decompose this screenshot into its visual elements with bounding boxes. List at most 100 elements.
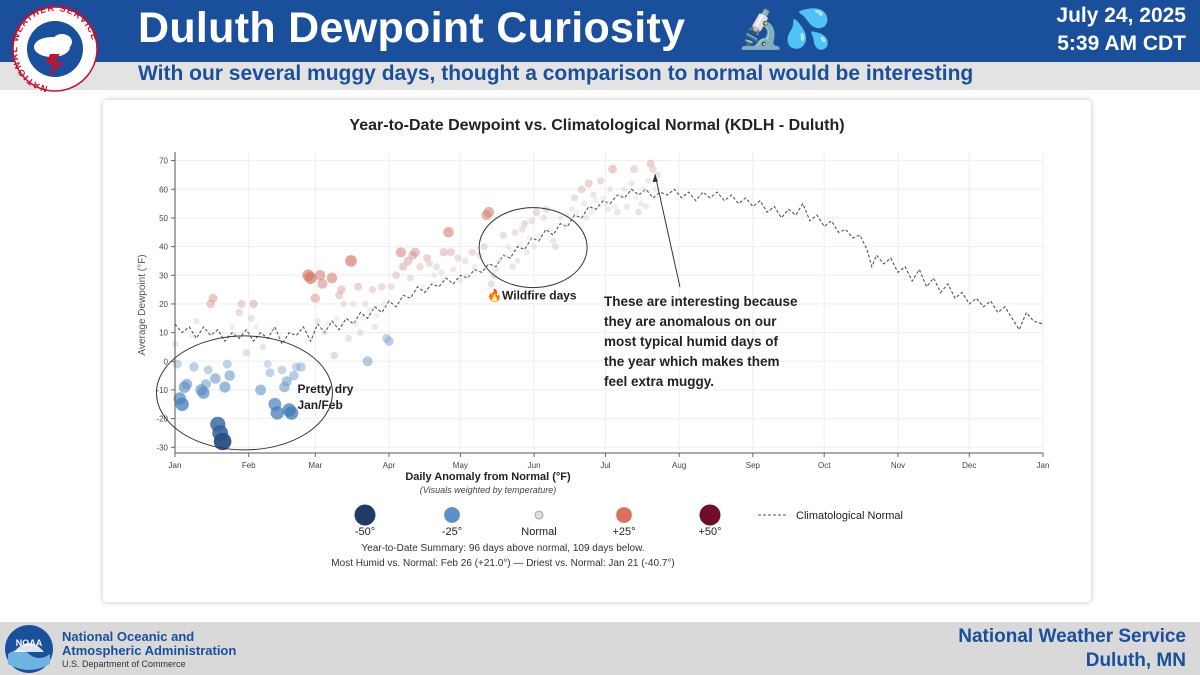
data-point xyxy=(337,285,346,294)
data-point xyxy=(410,247,420,257)
y-tick-label: -10 xyxy=(156,386,168,395)
data-point xyxy=(384,336,394,346)
data-point xyxy=(265,368,275,378)
data-point xyxy=(628,180,635,187)
data-point xyxy=(593,197,599,204)
data-point xyxy=(210,373,221,384)
muggy-annotation-line2: they are anomalous on our xyxy=(604,314,777,329)
header-bar xyxy=(0,0,1200,62)
noaa-logo-text: NOAA xyxy=(16,638,43,648)
muggy-annotation-line1: These are interesting because xyxy=(604,294,798,309)
legend-label: -25° xyxy=(442,526,462,538)
annotation-arrow xyxy=(654,174,681,288)
y-tick-label: -30 xyxy=(156,443,168,452)
x-tick-label: Apr xyxy=(383,461,396,470)
data-point xyxy=(480,243,488,251)
data-point xyxy=(550,237,557,244)
legend-normal-label: Climatological Normal xyxy=(796,510,903,522)
data-point xyxy=(189,362,199,372)
data-point xyxy=(633,195,639,201)
muggy-annotation-line4: the year which makes them xyxy=(604,354,780,369)
data-point xyxy=(454,254,462,262)
data-point xyxy=(499,231,507,239)
data-point xyxy=(197,386,210,399)
axes-layer: -30 -20 -10 0 10 20 30 40 50 60 70 Jan Feb Mar Apr May J… xyxy=(156,152,1049,470)
data-point xyxy=(600,195,606,201)
data-point xyxy=(597,177,605,185)
data-point xyxy=(188,332,195,339)
data-point xyxy=(505,243,511,250)
data-point xyxy=(317,278,328,289)
data-point xyxy=(552,243,559,251)
data-point xyxy=(333,315,340,322)
data-point xyxy=(423,254,432,263)
data-point xyxy=(392,271,401,280)
data-point xyxy=(507,246,513,253)
data-point xyxy=(607,186,614,193)
legend-swatch xyxy=(616,507,632,523)
data-point xyxy=(526,235,533,241)
data-point xyxy=(548,226,554,233)
data-point xyxy=(464,272,471,278)
data-point xyxy=(367,307,373,313)
legend-label: +25° xyxy=(612,526,635,538)
microscope-droplets-icon: 🔬💦 xyxy=(737,9,832,51)
data-point xyxy=(581,200,587,207)
data-point xyxy=(608,164,617,174)
data-point xyxy=(518,226,526,233)
x-tick-label: Jan xyxy=(1037,461,1050,470)
data-point xyxy=(542,205,550,213)
data-point xyxy=(284,406,299,420)
legend-swatch xyxy=(444,507,460,523)
data-point xyxy=(255,384,266,396)
data-point xyxy=(493,266,499,273)
data-point xyxy=(407,274,414,282)
chart-card: -30 -20 -10 0 10 20 30 40 50 60 70 Jan Feb Mar Apr May J… xyxy=(103,100,1091,602)
data-point xyxy=(557,214,564,221)
data-point xyxy=(438,269,445,276)
data-point xyxy=(646,159,655,168)
data-point xyxy=(524,249,530,256)
data-point xyxy=(584,179,593,188)
data-point xyxy=(326,272,338,284)
issue-date: July 24, 2025 xyxy=(1056,4,1186,27)
data-point xyxy=(654,171,662,179)
data-point xyxy=(487,280,495,288)
data-point xyxy=(324,321,330,327)
dry-annotation-line2: Jan/Feb xyxy=(297,398,342,412)
data-point xyxy=(503,252,509,258)
normal-line xyxy=(174,188,1044,346)
data-point xyxy=(231,332,238,339)
summary-line-1: Year-to-Date Summary: 96 days above norm… xyxy=(361,543,644,554)
page-subtitle: With our several muggy days, thought a c… xyxy=(138,62,974,85)
data-point xyxy=(371,323,378,330)
data-point xyxy=(431,272,438,279)
noaa-name-line2: Atmospheric Administration xyxy=(62,643,237,658)
data-point xyxy=(203,365,213,375)
data-point xyxy=(645,177,652,184)
y-tick-label: 40 xyxy=(159,243,168,252)
data-point xyxy=(374,312,380,319)
data-point xyxy=(362,356,373,367)
data-point xyxy=(219,381,231,393)
data-point xyxy=(368,285,377,294)
data-point xyxy=(419,284,425,290)
summary-line-2: Most Humid vs. Normal: Feb 26 (+21.0°) —… xyxy=(331,558,674,569)
data-point xyxy=(208,293,218,303)
data-point xyxy=(621,186,628,193)
muggy-annotation-line3: most typical humid days of xyxy=(604,334,779,349)
data-point xyxy=(514,257,521,264)
data-point xyxy=(222,359,232,369)
data-point xyxy=(310,293,320,303)
legend-swatch xyxy=(699,504,721,526)
data-point xyxy=(468,248,476,256)
data-point xyxy=(330,351,338,360)
x-tick-label: Dec xyxy=(962,461,976,470)
y-tick-label: 60 xyxy=(159,185,168,194)
data-point xyxy=(457,278,464,284)
wildfire-annotation: 🔥Wildfire days xyxy=(487,289,577,303)
x-tick-label: Nov xyxy=(891,461,905,470)
data-point xyxy=(498,255,504,261)
data-point xyxy=(517,241,523,247)
x-tick-label: Feb xyxy=(242,461,256,470)
